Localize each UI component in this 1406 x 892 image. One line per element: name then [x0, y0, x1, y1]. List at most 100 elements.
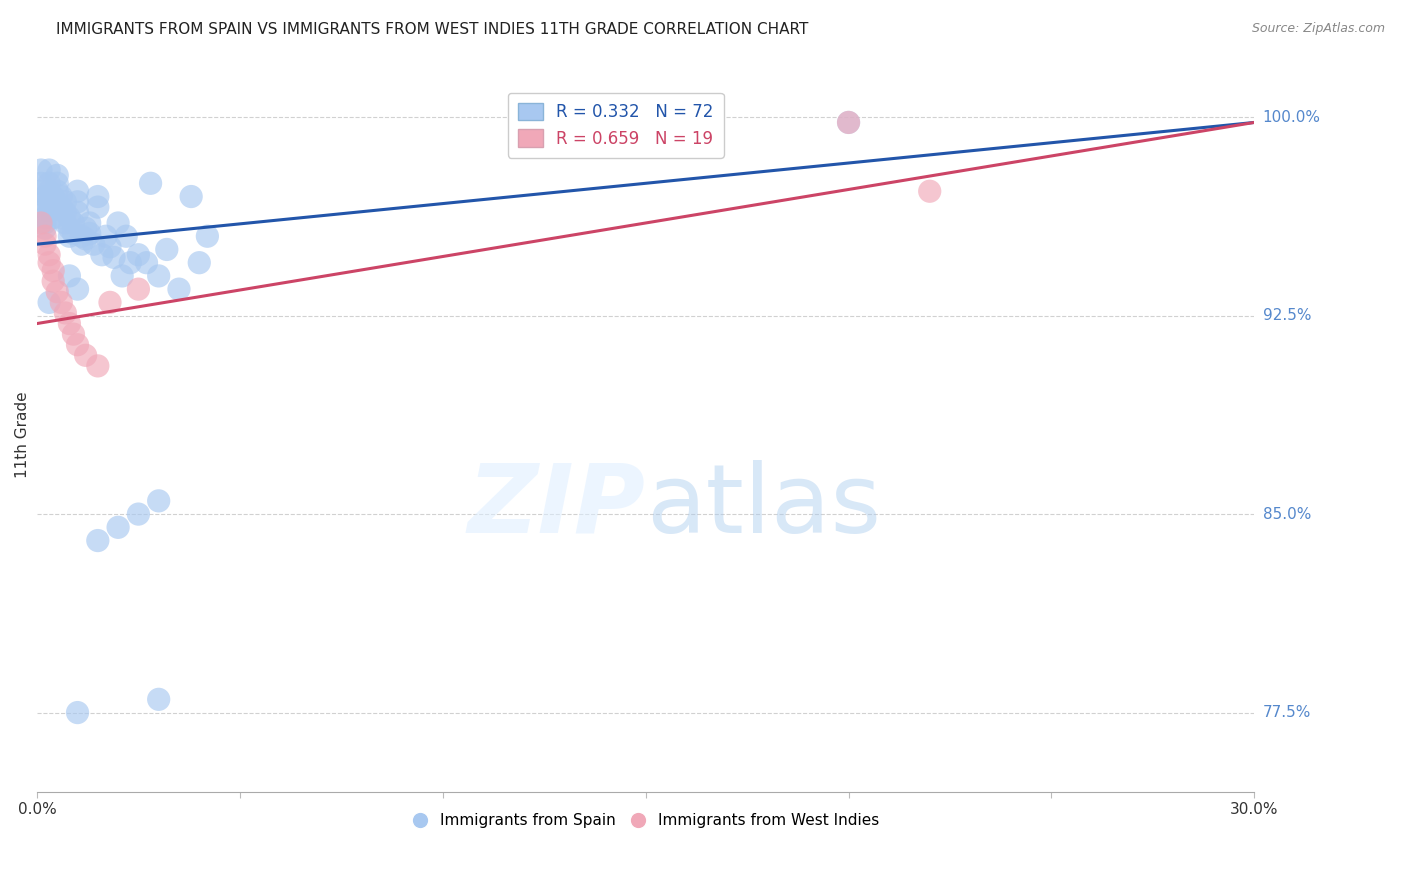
Point — [34, 202, 56, 217]
Point — [79, 227, 101, 241]
Point — [34, 189, 56, 203]
Point — [30, 216, 52, 230]
Point — [38, 295, 60, 310]
Point — [66, 706, 89, 720]
Point — [34, 194, 56, 209]
Text: atlas: atlas — [645, 459, 880, 553]
Point — [148, 268, 170, 283]
Point — [58, 221, 80, 235]
Point — [30, 184, 52, 198]
Point — [838, 115, 860, 129]
Point — [167, 282, 190, 296]
Point — [38, 176, 60, 190]
Point — [87, 533, 110, 548]
Point — [51, 211, 73, 225]
Point — [34, 211, 56, 225]
Point — [70, 237, 93, 252]
Point — [111, 268, 134, 283]
Text: 85.0%: 85.0% — [1263, 507, 1310, 522]
Point — [38, 202, 60, 217]
Point — [838, 115, 860, 129]
Point — [38, 194, 60, 209]
Point — [66, 194, 89, 209]
Point — [139, 176, 162, 190]
Point — [188, 255, 211, 269]
Text: 77.5%: 77.5% — [1263, 705, 1310, 720]
Point — [51, 200, 73, 214]
Point — [127, 507, 149, 521]
Point — [62, 327, 84, 342]
Point — [195, 229, 218, 244]
Point — [98, 295, 121, 310]
Text: 92.5%: 92.5% — [1263, 308, 1312, 323]
Point — [46, 176, 69, 190]
Point — [42, 194, 65, 209]
Point — [87, 189, 110, 203]
Point — [75, 221, 97, 235]
Point — [120, 255, 142, 269]
Point — [34, 216, 56, 230]
Point — [70, 229, 93, 244]
Point — [53, 194, 76, 209]
Legend: Immigrants from Spain, Immigrants from West Indies: Immigrants from Spain, Immigrants from W… — [406, 807, 886, 834]
Point — [156, 243, 179, 257]
Point — [148, 494, 170, 508]
Point — [180, 189, 202, 203]
Point — [115, 229, 138, 244]
Point — [42, 189, 65, 203]
Point — [66, 337, 89, 351]
Point — [127, 248, 149, 262]
Point — [46, 184, 69, 198]
Text: ZIP: ZIP — [468, 459, 645, 553]
Point — [98, 240, 121, 254]
Point — [53, 205, 76, 219]
Point — [51, 295, 73, 310]
Point — [30, 163, 52, 178]
Point — [46, 169, 69, 183]
Point — [38, 163, 60, 178]
Point — [38, 255, 60, 269]
Point — [62, 227, 84, 241]
Point — [51, 189, 73, 203]
Point — [34, 229, 56, 244]
Point — [87, 359, 110, 373]
Point — [42, 274, 65, 288]
Point — [66, 205, 89, 219]
Point — [66, 282, 89, 296]
Point — [103, 251, 125, 265]
Point — [53, 216, 76, 230]
Point — [62, 216, 84, 230]
Text: 100.0%: 100.0% — [1263, 110, 1320, 125]
Point — [918, 184, 941, 198]
Point — [148, 692, 170, 706]
Point — [135, 255, 157, 269]
Point — [30, 176, 52, 190]
Point — [58, 317, 80, 331]
Point — [87, 200, 110, 214]
Point — [34, 221, 56, 235]
Point — [42, 211, 65, 225]
Point — [42, 263, 65, 277]
Point — [94, 229, 117, 244]
Point — [90, 248, 112, 262]
Point — [127, 282, 149, 296]
Point — [53, 306, 76, 320]
Point — [75, 348, 97, 362]
Point — [38, 184, 60, 198]
Point — [34, 237, 56, 252]
Point — [107, 520, 129, 534]
Y-axis label: 11th Grade: 11th Grade — [15, 392, 30, 478]
Point — [58, 229, 80, 244]
Point — [46, 285, 69, 299]
Text: IMMIGRANTS FROM SPAIN VS IMMIGRANTS FROM WEST INDIES 11TH GRADE CORRELATION CHAR: IMMIGRANTS FROM SPAIN VS IMMIGRANTS FROM… — [56, 22, 808, 37]
Point — [75, 232, 97, 246]
Point — [42, 202, 65, 217]
Point — [38, 248, 60, 262]
Point — [66, 184, 89, 198]
Point — [46, 194, 69, 209]
Point — [107, 216, 129, 230]
Point — [83, 237, 105, 252]
Point — [58, 211, 80, 225]
Text: Source: ZipAtlas.com: Source: ZipAtlas.com — [1251, 22, 1385, 36]
Point — [58, 268, 80, 283]
